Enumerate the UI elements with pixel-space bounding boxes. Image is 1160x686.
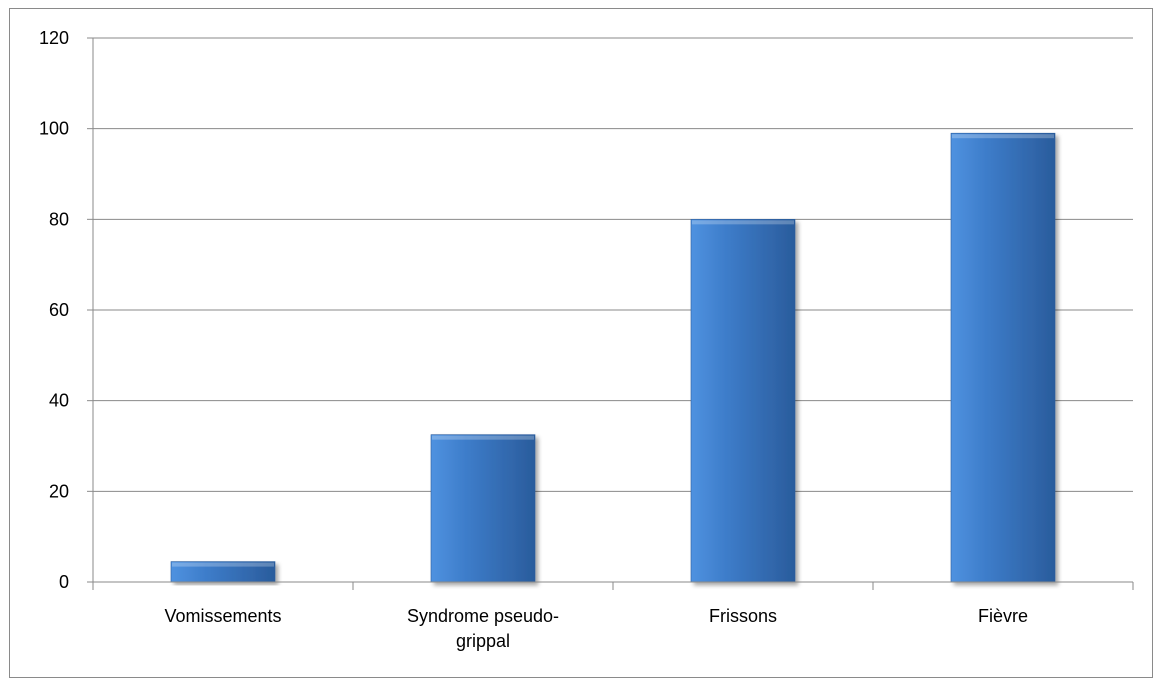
bar-highlight: [172, 562, 274, 567]
axes: [87, 37, 1134, 590]
bar-highlight: [952, 134, 1054, 139]
y-tick-label: 40: [49, 391, 69, 411]
bar-highlight: [432, 435, 534, 440]
y-tick-label: 100: [39, 119, 69, 139]
tick-labels: 0 20 40 60 80 100 120 Vomissements Syndrome pseu…: [39, 28, 1028, 651]
bar-fi-vre: [950, 132, 1056, 583]
y-tick-label: 60: [49, 300, 69, 320]
bar-frissons: [690, 219, 796, 583]
y-tick-label: 120: [39, 28, 69, 48]
bar-syndrome-pseudo-grippal: [430, 434, 536, 583]
bar-highlight: [692, 220, 794, 225]
x-tick-label: Frissons: [709, 606, 777, 626]
y-tick-label: 0: [59, 572, 69, 592]
x-tick-label: Fièvre: [978, 606, 1028, 626]
x-tick-label: Syndrome pseudo-: [407, 606, 559, 626]
y-tick-label: 80: [49, 209, 69, 229]
x-tick-label: Vomissements: [164, 606, 281, 626]
y-tick-label: 20: [49, 481, 69, 501]
x-tick-label: grippal: [456, 631, 510, 651]
bars: [170, 132, 1056, 583]
